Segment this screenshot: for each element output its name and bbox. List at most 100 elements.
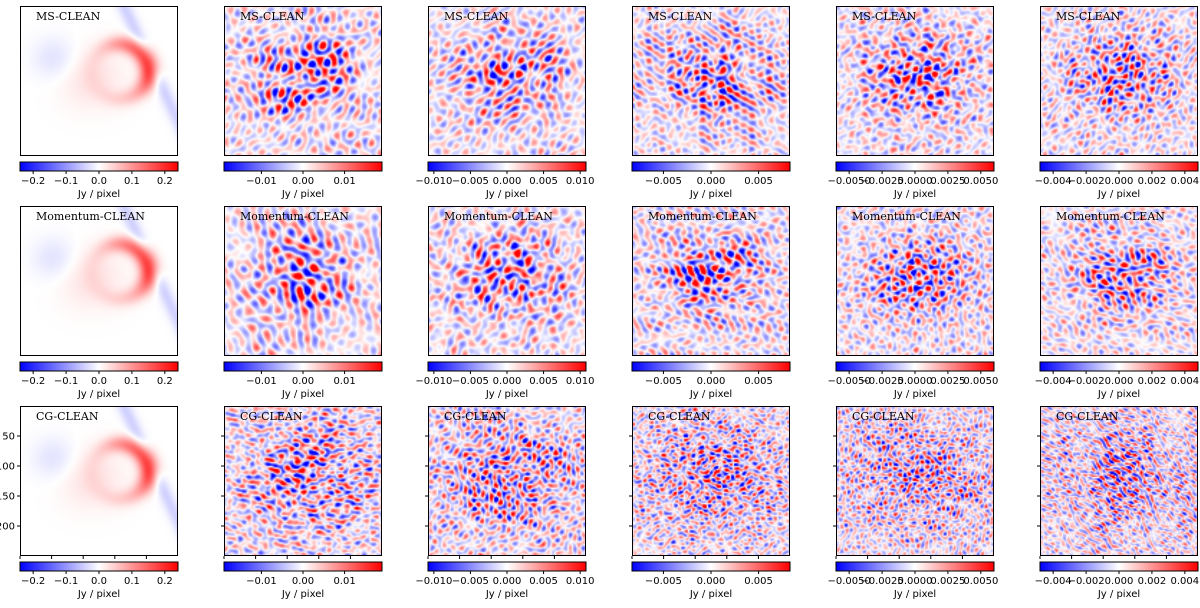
colorbar-tick-label-r0-c1-1: 0.00 [292, 176, 314, 187]
colorbar-label-r2-c0: Jy / pixel [77, 589, 120, 600]
colorbar-r0-c4 [835, 161, 995, 172]
colorbar-label-r0-c0: Jy / pixel [77, 189, 120, 200]
colorbar-tick-label-r1-c1-0: −0.01 [246, 376, 277, 387]
colorbar-tick-label-r1-c2-2: 0.000 [493, 376, 522, 387]
colorbar-tick-label-r2-c0-0: −0.2 [21, 576, 45, 587]
colorbar-label-r0-c3: Jy / pixel [689, 189, 732, 200]
colorbar-tick-label-r0-c1-0: −0.01 [246, 176, 277, 187]
colorbar-label-r1-c3: Jy / pixel [689, 389, 732, 400]
colorbar-tick-label-r1-c3-0: −0.005 [645, 376, 682, 387]
colorbar-tick-label-r0-c5-2: 0.000 [1105, 176, 1134, 187]
colorbar-r1-c1 [223, 361, 383, 372]
colorbar-label-r2-c1: Jy / pixel [281, 589, 324, 600]
colorbar-tick-label-r0-c0-2: 0.0 [91, 176, 107, 187]
panel-frame-r0-c0 [20, 6, 178, 156]
colorbar-tick-label-r2-c1-0: −0.01 [246, 576, 277, 587]
colorbar-tick-label-r0-c4-0: −0.0050 [827, 176, 870, 187]
panel-title-r1-c1: Momentum-CLEAN [240, 210, 349, 223]
colorbar-tick-label-r2-c4-4: 0.0050 [963, 576, 998, 587]
panel-frame-r2-c2 [428, 406, 586, 556]
colorbar-label-r1-c5: Jy / pixel [1097, 389, 1140, 400]
residual-image-r2-c5 [1040, 406, 1198, 556]
colorbar-tick-label-r1-c0-4: 0.2 [157, 376, 173, 387]
colorbar-tick-label-r0-c5-1: −0.002 [1068, 176, 1105, 187]
y-tick-label-0: 50 [2, 432, 15, 443]
residual-image-r0-c4 [836, 6, 994, 156]
colorbar-tick-label-r2-c2-4: 0.010 [566, 576, 595, 587]
colorbar-tick-label-r2-c0-3: 0.1 [124, 576, 140, 587]
colorbar-r0-c5 [1039, 161, 1199, 172]
colorbar-tick-label-r2-c1-2: 0.01 [333, 576, 355, 587]
panel-frame-r2-c4 [836, 406, 994, 556]
panel-title-r2-c1: CG-CLEAN [240, 410, 303, 423]
colorbar-tick-label-r1-c4-4: 0.0050 [963, 376, 998, 387]
colorbar-tick-label-r0-c5-0: −0.004 [1035, 176, 1072, 187]
colorbar-tick-label-r2-c5-4: 0.004 [1171, 576, 1200, 587]
colorbar-r0-c2 [427, 161, 587, 172]
colorbar-tick-label-r2-c5-1: −0.002 [1068, 576, 1105, 587]
colorbar-r2-c1 [223, 561, 383, 572]
residual-image-r0-c5 [1040, 6, 1198, 156]
residual-image-r1-c0 [20, 206, 178, 356]
colorbar-tick-label-r2-c0-2: 0.0 [91, 576, 107, 587]
colorbar-tick-label-r0-c5-4: 0.004 [1171, 176, 1200, 187]
residual-image-r0-c2 [428, 6, 586, 156]
panel-frame-r1-c0 [20, 206, 178, 356]
panel-title-r1-c5: Momentum-CLEAN [1056, 210, 1165, 223]
panel-title-r0-c5: MS-CLEAN [1056, 10, 1121, 23]
colorbar-tick-label-r0-c2-4: 0.010 [566, 176, 595, 187]
colorbar-tick-label-r1-c5-3: 0.002 [1138, 376, 1167, 387]
colorbar-tick-label-r0-c0-1: −0.1 [54, 176, 78, 187]
colorbar-tick-label-r1-c5-1: −0.002 [1068, 376, 1105, 387]
colorbar-label-r2-c5: Jy / pixel [1097, 589, 1140, 600]
colorbar-tick-label-r1-c0-1: −0.1 [54, 376, 78, 387]
panel-frame-r0-c4 [836, 6, 994, 156]
colorbar-tick-label-r2-c4-1: −0.0025 [860, 576, 903, 587]
panel-title-r1-c4: Momentum-CLEAN [852, 210, 961, 223]
panel-frame-r1-c4 [836, 206, 994, 356]
colorbar-r2-c5 [1039, 561, 1199, 572]
panel-frame-r0-c5 [1040, 6, 1198, 156]
residual-image-r2-c0 [20, 406, 178, 556]
colorbar-tick-label-r1-c0-0: −0.2 [21, 376, 45, 387]
colorbar-tick-label-r1-c4-2: 0.0000 [898, 376, 933, 387]
colorbar-r0-c0 [19, 161, 179, 172]
panel-title-r2-c3: CG-CLEAN [648, 410, 711, 423]
colorbar-tick-label-r0-c0-4: 0.2 [157, 176, 173, 187]
residual-image-r0-c0 [20, 6, 178, 156]
colorbar-tick-label-r2-c1-1: 0.00 [292, 576, 314, 587]
colorbar-tick-label-r1-c2-4: 0.010 [566, 376, 595, 387]
colorbar-tick-label-r0-c4-3: 0.0025 [930, 176, 965, 187]
panel-frame-r0-c2 [428, 6, 586, 156]
panel-frame-r2-c1 [224, 406, 382, 556]
colorbar-tick-label-r2-c4-0: −0.0050 [827, 576, 870, 587]
colorbar-label-r1-c2: Jy / pixel [485, 389, 528, 400]
colorbar-tick-label-r1-c5-2: 0.000 [1105, 376, 1134, 387]
colorbar-tick-label-r2-c3-1: 0.000 [697, 576, 726, 587]
colorbar-label-r2-c3: Jy / pixel [689, 589, 732, 600]
residual-image-r2-c2 [428, 406, 586, 556]
colorbar-tick-label-r0-c2-2: 0.000 [493, 176, 522, 187]
residual-image-r0-c1 [224, 6, 382, 156]
colorbar-tick-label-r1-c1-1: 0.00 [292, 376, 314, 387]
colorbar-tick-label-r2-c3-0: −0.005 [645, 576, 682, 587]
colorbar-tick-label-r1-c0-2: 0.0 [91, 376, 107, 387]
colorbar-tick-label-r0-c3-2: 0.005 [744, 176, 773, 187]
colorbar-label-r2-c2: Jy / pixel [485, 589, 528, 600]
residual-image-r1-c1 [224, 206, 382, 356]
panel-frame-r1-c2 [428, 206, 586, 356]
colorbar-label-r0-c4: Jy / pixel [893, 189, 936, 200]
residual-image-r1-c4 [836, 206, 994, 356]
residual-image-r1-c5 [1040, 206, 1198, 356]
colorbar-tick-label-r2-c2-2: 0.000 [493, 576, 522, 587]
colorbar-tick-label-r1-c4-3: 0.0025 [930, 376, 965, 387]
panel-title-r1-c2: Momentum-CLEAN [444, 210, 553, 223]
colorbar-r2-c2 [427, 561, 587, 572]
colorbar-tick-label-r0-c5-3: 0.002 [1138, 176, 1167, 187]
colorbar-r2-c0 [19, 561, 179, 572]
panel-title-r2-c2: CG-CLEAN [444, 410, 507, 423]
colorbar-tick-label-r2-c5-3: 0.002 [1138, 576, 1167, 587]
panel-frame-r2-c5 [1040, 406, 1198, 556]
panel-frame-r2-c0 [20, 406, 178, 556]
